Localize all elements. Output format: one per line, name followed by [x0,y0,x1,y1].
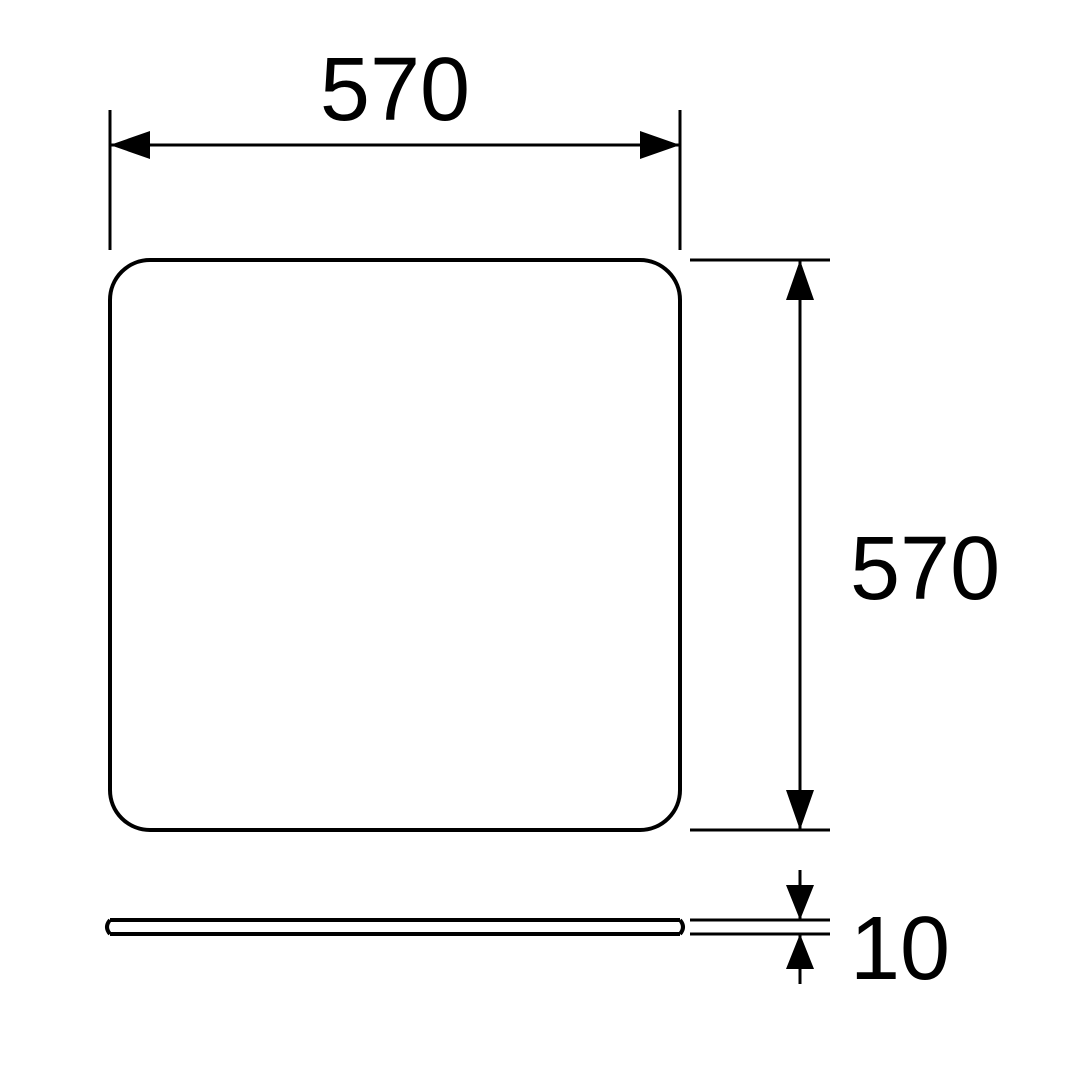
arrow-left-icon [110,131,150,159]
arrow-up-icon [786,260,814,300]
dimension-width-label: 570 [320,40,470,140]
dimension-width: 570 [110,40,680,250]
dimension-height-label: 570 [850,519,1000,619]
side-profile [107,920,683,934]
dimension-thickness: 10 [690,870,950,999]
dimension-height: 570 [690,260,1000,830]
dimension-drawing: 570 570 10 [0,0,1080,1080]
arrow-down-icon [786,790,814,830]
dimension-thickness-label: 10 [850,899,950,999]
main-shape [110,260,680,830]
arrow-up-icon [786,934,814,969]
arrow-right-icon [640,131,680,159]
arrow-down-icon [786,885,814,920]
